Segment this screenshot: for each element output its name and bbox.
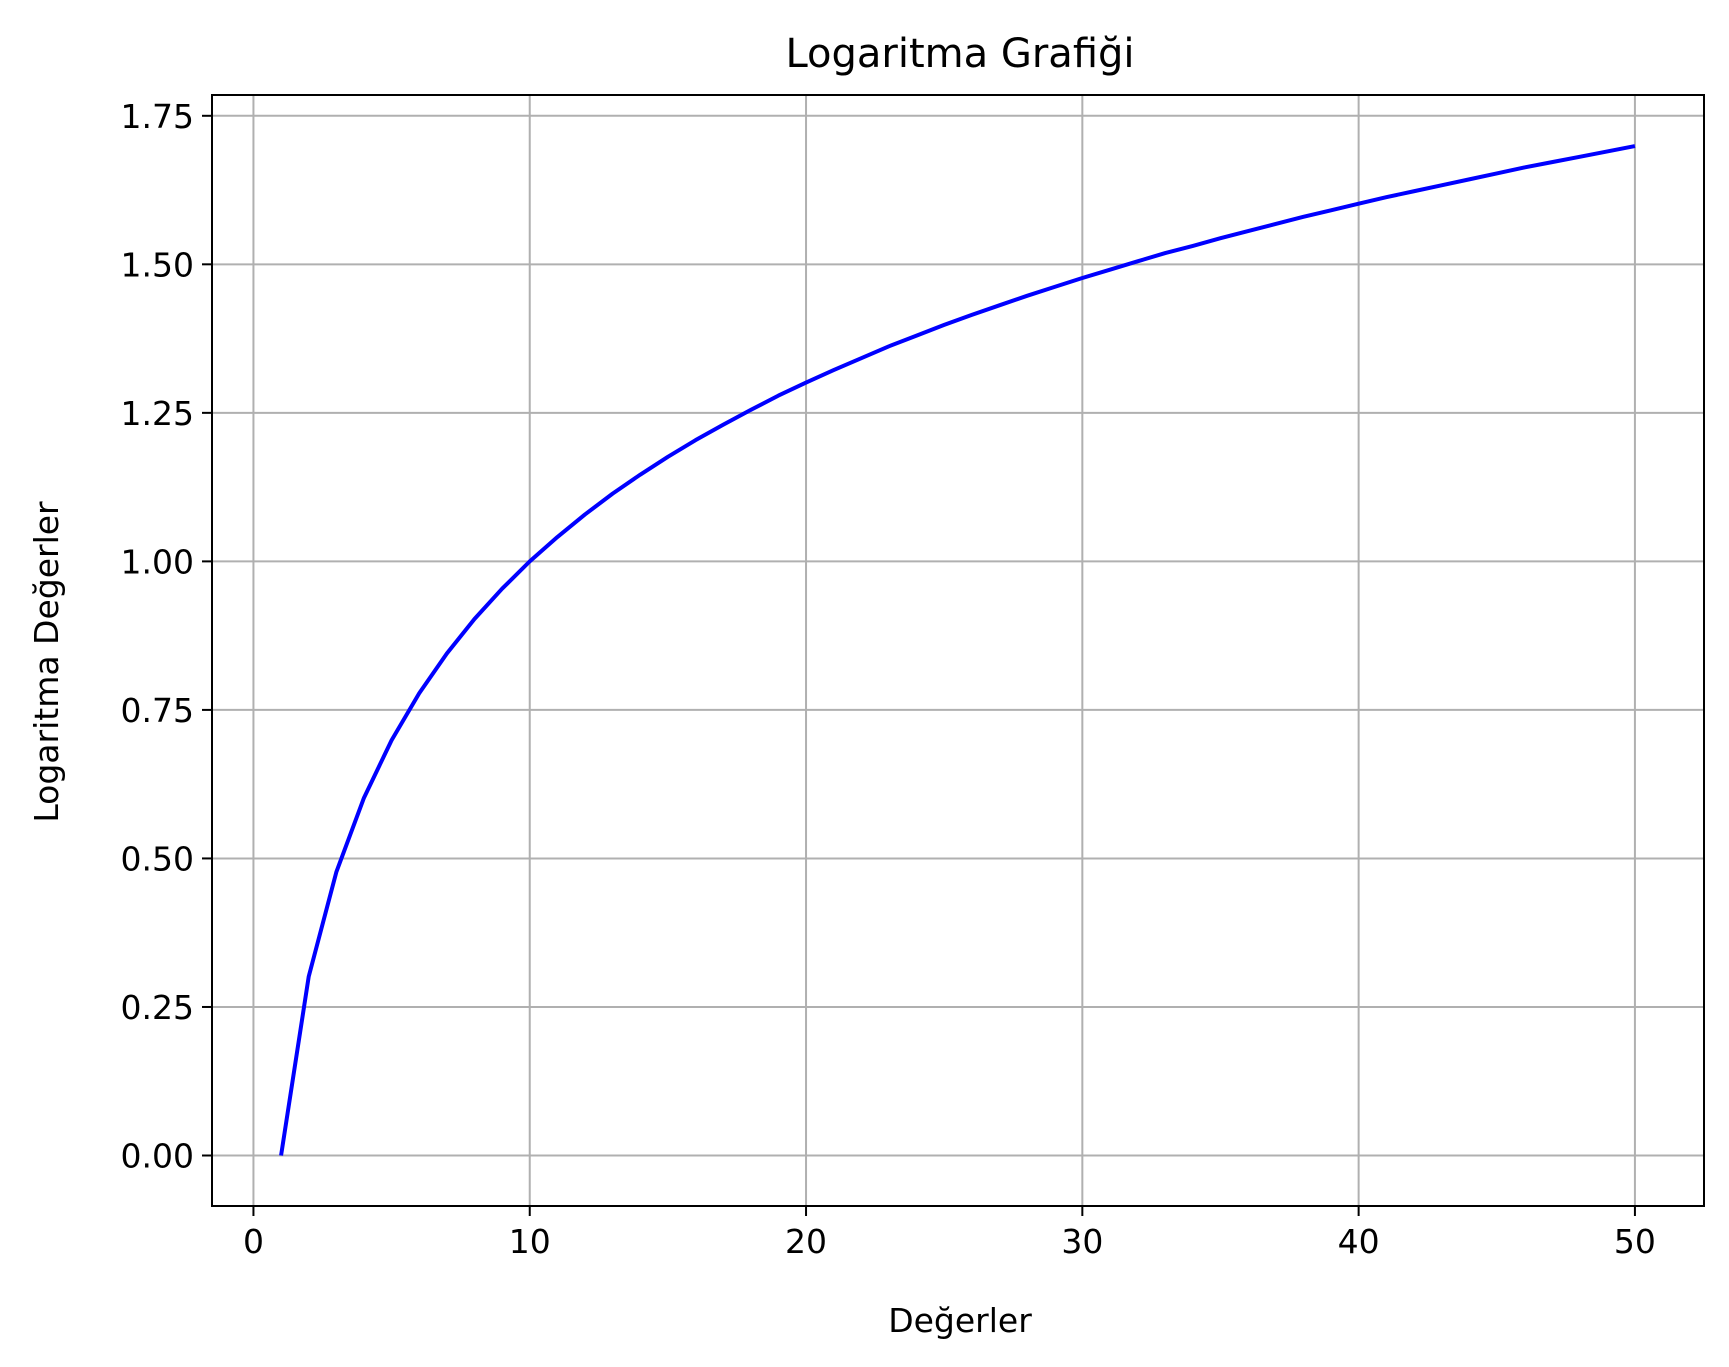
x-tick-label: 30 xyxy=(1061,1222,1103,1261)
y-tick-label: 0.75 xyxy=(121,691,194,730)
series-layer xyxy=(279,144,1636,1156)
y-tick-label: 1.50 xyxy=(121,245,194,284)
x-tick-label: 50 xyxy=(1614,1222,1656,1261)
x-tick-label: 10 xyxy=(509,1222,551,1261)
x-tick-label: 40 xyxy=(1338,1222,1380,1261)
series-line xyxy=(279,144,1636,1156)
x-tick-label: 0 xyxy=(243,1222,264,1261)
x-axis-label: Değerler xyxy=(888,1301,1032,1340)
x-tick-label: 20 xyxy=(785,1222,827,1261)
y-tick-label: 0.00 xyxy=(121,1137,194,1176)
plot-frame xyxy=(211,94,1705,1207)
y-tick-label: 1.75 xyxy=(121,97,194,136)
y-tick-label: 0.50 xyxy=(121,839,194,878)
grid-lines xyxy=(212,95,1704,1206)
y-axis-ticks: 0.00 0.25 0.50 0.75 1.00 1.25 1.50 1.75 xyxy=(121,97,212,1176)
y-axis-label: Logaritma Değerler xyxy=(27,501,66,823)
x-axis-ticks: 0 10 20 30 40 50 xyxy=(243,1206,1656,1261)
y-tick-label: 1.00 xyxy=(121,542,194,581)
chart-title: Logaritma Grafiği xyxy=(785,31,1134,77)
y-tick-label: 0.25 xyxy=(121,988,194,1027)
y-tick-label: 1.25 xyxy=(121,394,194,433)
